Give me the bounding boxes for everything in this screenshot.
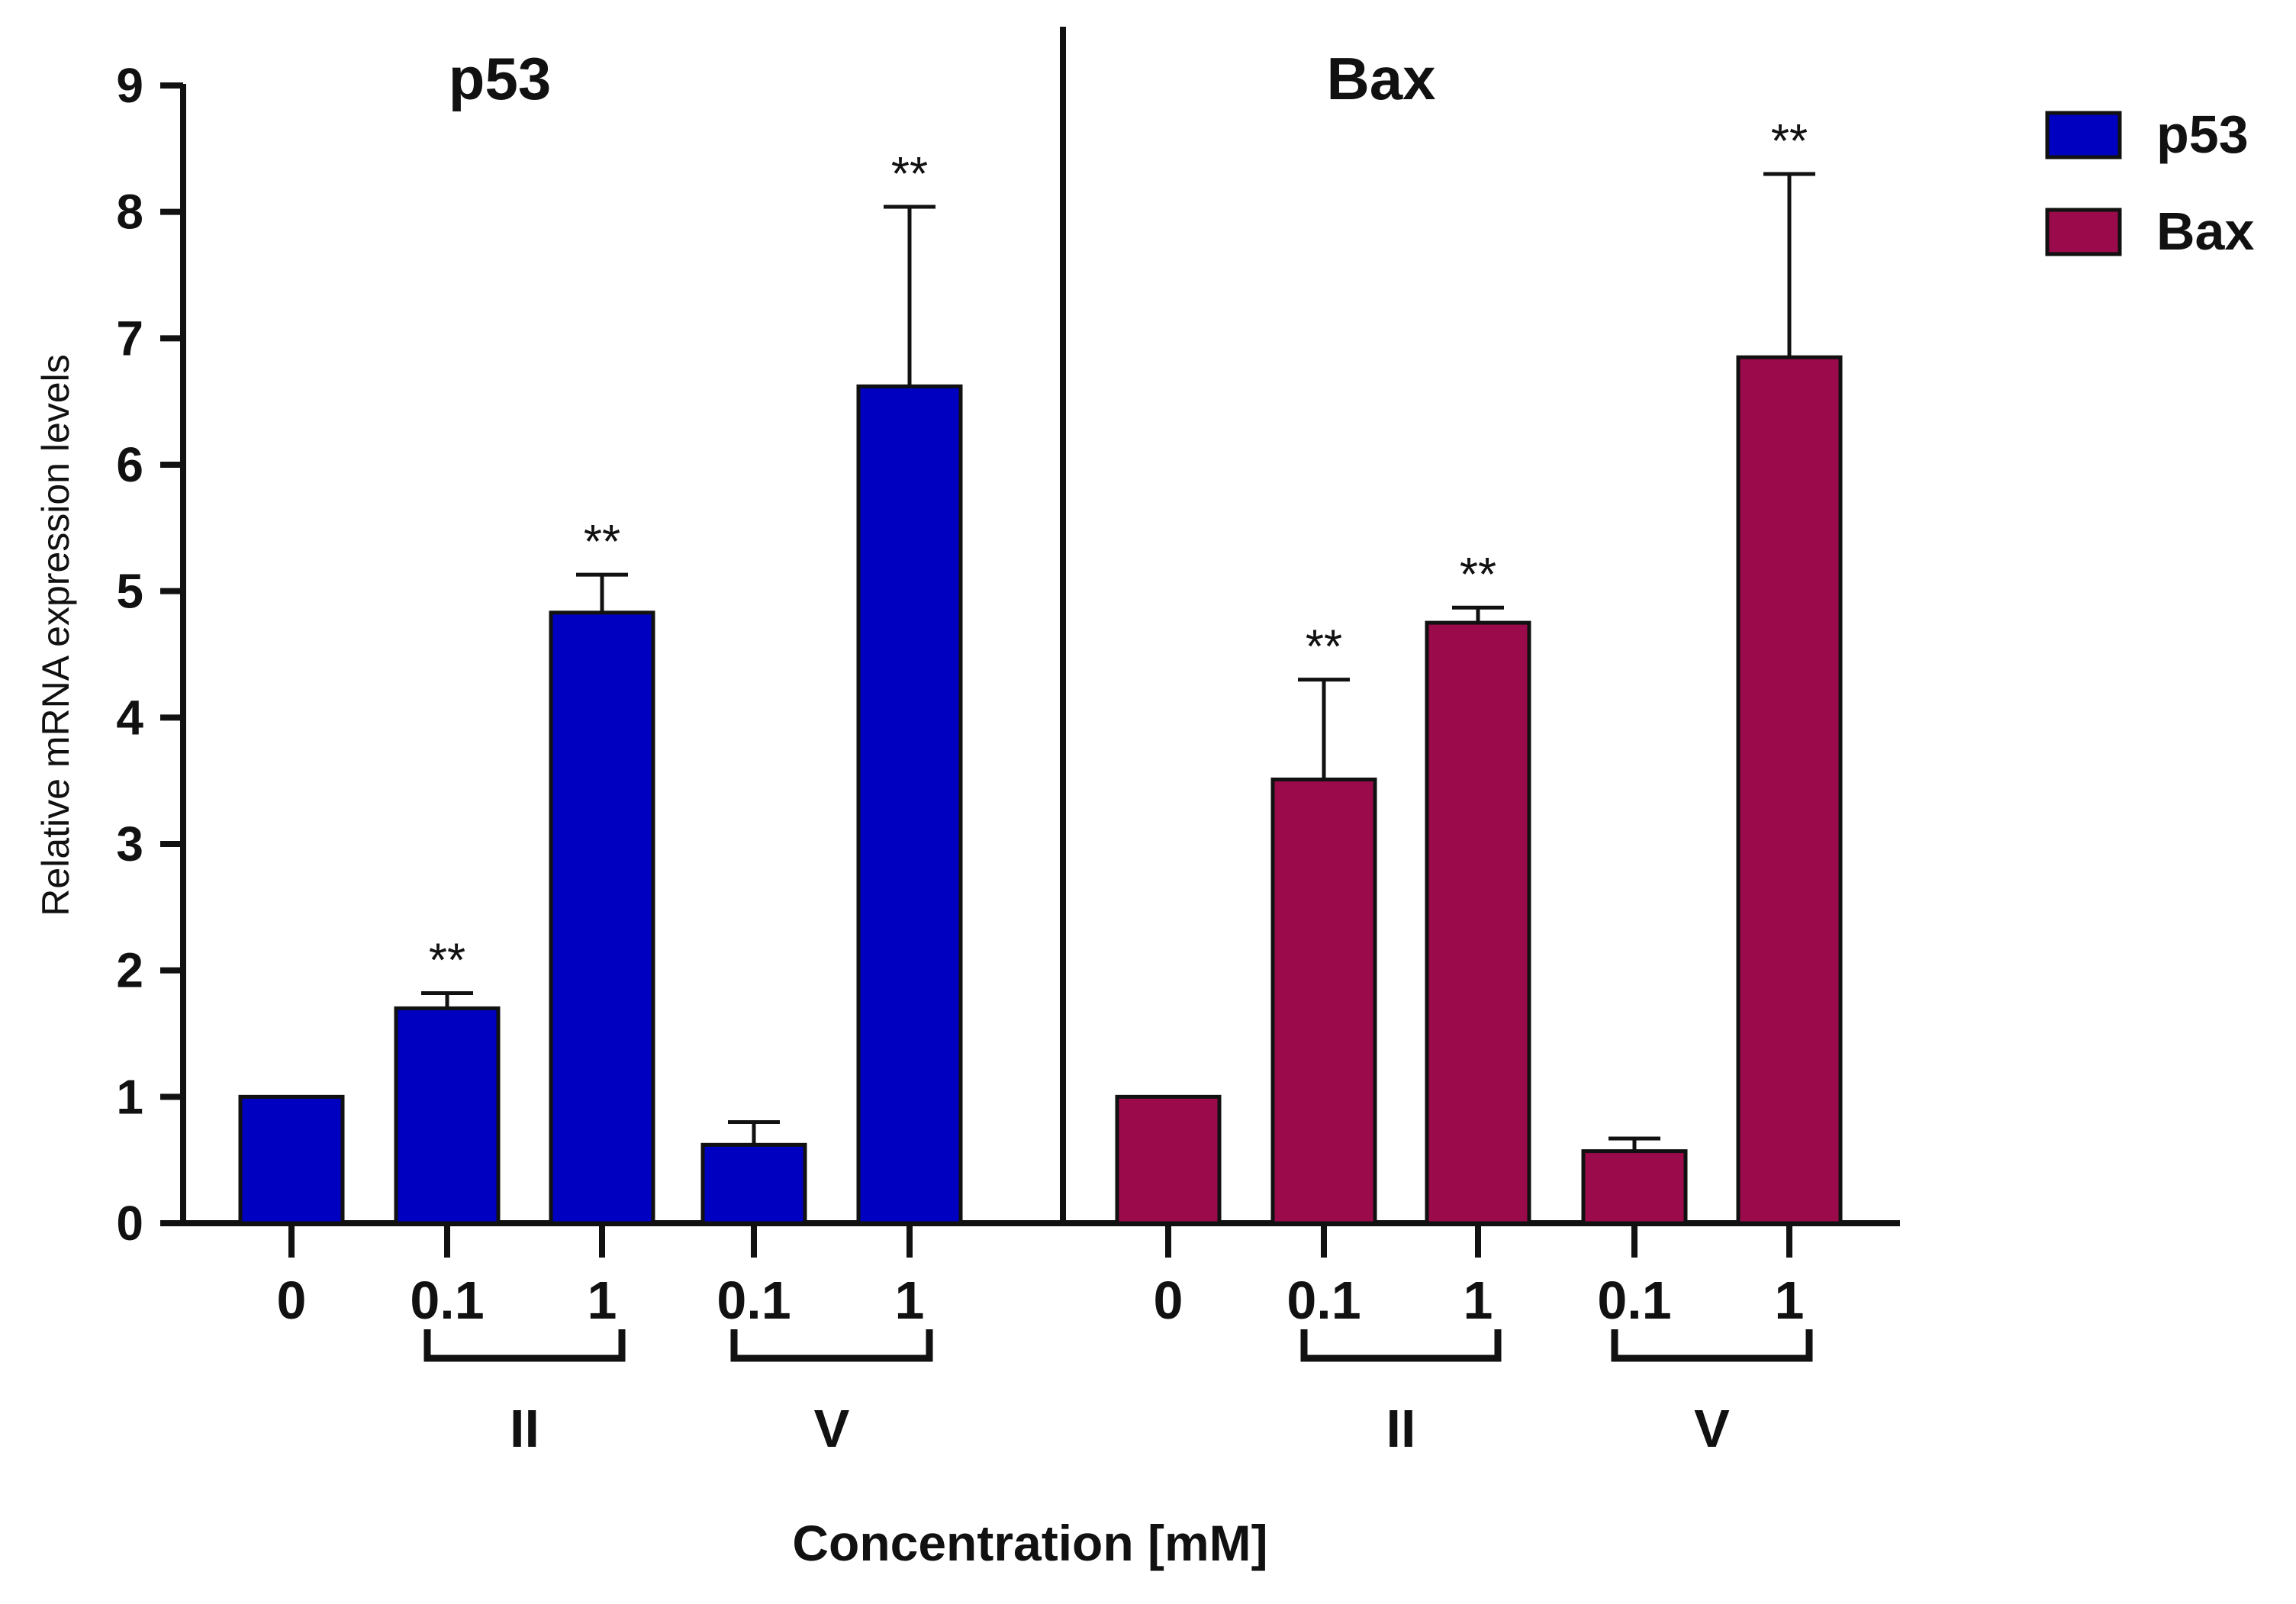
group-bracket (1611, 1329, 1813, 1362)
significance-label: ** (891, 148, 928, 201)
bar (700, 1142, 807, 1226)
y-tick-label: 8 (116, 185, 143, 240)
y-tick-label: 2 (116, 943, 143, 998)
labels-layer: 0 1 2 3 4 5 6 7 8 9 Relative mRNA expression level… (34, 45, 1808, 1571)
panel-title: p53 (449, 45, 551, 112)
legend-swatch (2045, 111, 2122, 159)
category-label: 0.1 (1286, 1271, 1361, 1330)
bars-layer (238, 172, 1843, 1226)
x-axis-title: Concentration [mM] (792, 1515, 1267, 1571)
significance-label: ** (1460, 549, 1496, 601)
category-label: 1 (588, 1271, 617, 1330)
group-label: V (814, 1399, 850, 1458)
group-label: II (510, 1399, 539, 1458)
group-label: V (1694, 1399, 1730, 1458)
group-label: II (1386, 1399, 1416, 1458)
significance-label: ** (584, 516, 620, 568)
bar (549, 610, 655, 1226)
y-tick-label: 1 (116, 1069, 143, 1124)
legend-label: p53 (2156, 105, 2249, 164)
bar (394, 1006, 501, 1226)
category-label: 1 (1464, 1271, 1493, 1330)
bar (1270, 778, 1377, 1226)
significance-label: ** (1771, 115, 1808, 168)
group-bracket (423, 1329, 626, 1362)
significance-label: ** (429, 934, 465, 987)
category-label: 0 (277, 1271, 307, 1330)
y-axis-title: Relative mRNA expression levels (34, 354, 77, 916)
y-tick-label: 4 (116, 690, 143, 745)
bar (238, 1094, 345, 1226)
y-tick-label: 9 (116, 58, 143, 113)
bar (856, 384, 963, 1226)
y-tick-label: 0 (116, 1196, 143, 1251)
category-label: 1 (895, 1271, 925, 1330)
bar (1736, 355, 1843, 1226)
bar (1425, 620, 1531, 1226)
y-tick-label: 6 (116, 437, 143, 492)
category-label: 0.1 (410, 1271, 484, 1330)
legend-label: Bax (2156, 201, 2254, 261)
y-tick-label: 3 (116, 816, 143, 871)
group-bracket (730, 1329, 933, 1362)
category-label: 1 (1775, 1271, 1805, 1330)
panel-title: Bax (1326, 45, 1435, 112)
group-bracket (1300, 1329, 1502, 1362)
legend: p53 Bax (2045, 105, 2254, 261)
significance-label: ** (1306, 621, 1342, 674)
y-tick-label: 7 (116, 311, 143, 366)
bar (1581, 1149, 1688, 1226)
y-tick-label: 5 (116, 564, 143, 619)
category-label: 0.1 (716, 1271, 791, 1330)
category-label: 0 (1154, 1271, 1183, 1330)
bar (1115, 1094, 1222, 1226)
legend-swatch (2045, 208, 2122, 256)
category-label: 0.1 (1597, 1271, 1671, 1330)
